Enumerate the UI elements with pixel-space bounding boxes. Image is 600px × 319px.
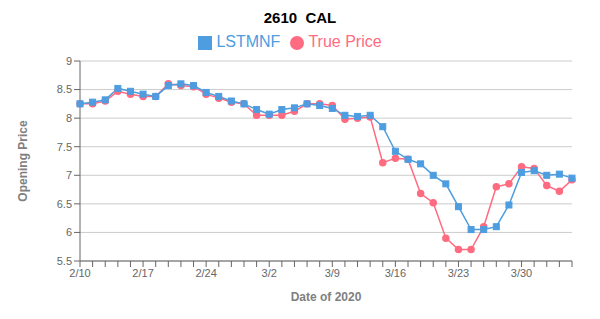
html-text:LSTMNF: LSTMNF <box>216 33 281 50</box>
svg-text:2/10: 2/10 <box>69 267 90 279</box>
svg-text:3/30: 3/30 <box>511 267 532 279</box>
svg-text:Opening Price: Opening Price <box>16 120 30 202</box>
svg-text:Date of 2020: Date of 2020 <box>291 290 362 304</box>
svg-text:8.5: 8.5 <box>57 83 72 95</box>
svg-text:5.5: 5.5 <box>57 255 72 267</box>
svg-text:2/24: 2/24 <box>195 267 216 279</box>
svg-text:3/16: 3/16 <box>385 267 406 279</box>
svg-text:2/17: 2/17 <box>132 267 153 279</box>
svg-text:3/9: 3/9 <box>325 267 340 279</box>
svg-text:3/2: 3/2 <box>262 267 277 279</box>
svg-text:3/23: 3/23 <box>448 267 469 279</box>
html-text:2610 CAL: 2610 CAL <box>263 9 337 26</box>
svg-text:7: 7 <box>66 169 72 181</box>
html-text:True Price: True Price <box>308 33 382 50</box>
svg-text:6.5: 6.5 <box>57 198 72 210</box>
svg-text:8: 8 <box>66 112 72 124</box>
svg-text:6: 6 <box>66 226 72 238</box>
svg-text:9: 9 <box>66 55 72 67</box>
svg-text:7.5: 7.5 <box>57 141 72 153</box>
